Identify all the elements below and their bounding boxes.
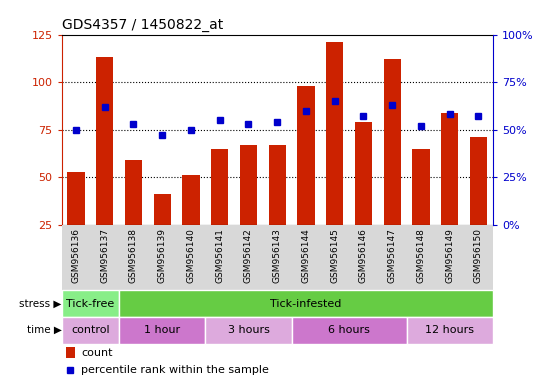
Text: GSM956150: GSM956150 (474, 228, 483, 283)
Text: 6 hours: 6 hours (328, 325, 370, 335)
Text: GDS4357 / 1450822_at: GDS4357 / 1450822_at (62, 18, 223, 32)
Text: stress ▶: stress ▶ (19, 298, 62, 308)
Text: GSM956140: GSM956140 (186, 228, 195, 283)
Text: GSM956137: GSM956137 (100, 228, 109, 283)
Bar (297, 86, 315, 225)
Bar (125, 160, 142, 225)
Bar (412, 149, 430, 225)
Bar (470, 137, 487, 225)
Text: GSM956143: GSM956143 (273, 228, 282, 283)
Bar (62, 290, 119, 317)
Text: GSM956145: GSM956145 (330, 228, 339, 283)
Text: 12 hours: 12 hours (425, 325, 474, 335)
Bar (292, 317, 407, 344)
Text: GSM956149: GSM956149 (445, 228, 454, 283)
Bar (62, 317, 119, 344)
Bar (67, 172, 85, 225)
Text: count: count (81, 348, 113, 358)
Bar (206, 317, 292, 344)
Text: GSM956141: GSM956141 (215, 228, 224, 283)
Bar (153, 194, 171, 225)
Text: GSM956146: GSM956146 (359, 228, 368, 283)
Bar (269, 145, 286, 225)
Text: GSM956138: GSM956138 (129, 228, 138, 283)
Text: GSM956142: GSM956142 (244, 228, 253, 283)
Text: GSM956148: GSM956148 (417, 228, 426, 283)
Bar (407, 317, 493, 344)
Bar (355, 122, 372, 225)
Text: control: control (71, 325, 110, 335)
Text: percentile rank within the sample: percentile rank within the sample (81, 365, 269, 375)
Bar (441, 113, 458, 225)
Bar (211, 149, 228, 225)
Bar (96, 57, 113, 225)
Text: GSM956147: GSM956147 (388, 228, 396, 283)
Text: GSM956144: GSM956144 (301, 228, 310, 283)
Bar (119, 317, 206, 344)
Text: Tick-free: Tick-free (66, 298, 114, 308)
Text: Tick-infested: Tick-infested (270, 298, 342, 308)
Bar (384, 59, 401, 225)
Text: 3 hours: 3 hours (227, 325, 269, 335)
Bar (326, 42, 343, 225)
Text: GSM956139: GSM956139 (158, 228, 167, 283)
Bar (66, 347, 74, 358)
Bar (119, 290, 493, 317)
Bar (183, 175, 199, 225)
Text: time ▶: time ▶ (27, 325, 62, 335)
Text: 1 hour: 1 hour (144, 325, 180, 335)
Text: GSM956136: GSM956136 (72, 228, 81, 283)
Bar (240, 145, 257, 225)
